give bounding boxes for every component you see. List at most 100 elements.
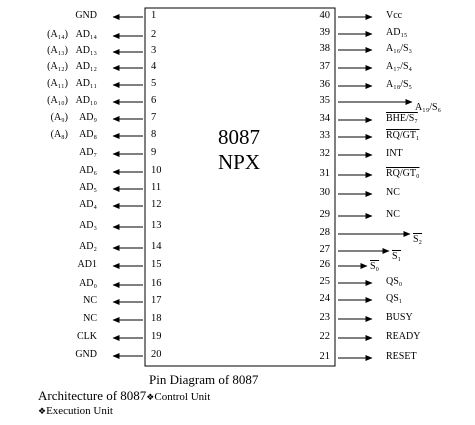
chip-body — [144, 7, 336, 367]
pin-label: AD₀ — [79, 278, 97, 289]
pin-number: 18 — [151, 313, 162, 324]
pin-label: AD₅ — [79, 182, 97, 193]
pin-alt-label: (A₈) — [50, 129, 68, 140]
bullet-icon: ❖ — [38, 406, 47, 416]
pin-number: 1 — [151, 10, 157, 21]
pin-number: 15 — [151, 259, 162, 270]
pin-label: A₁₉/S₆ — [415, 102, 442, 113]
pin-label: NC — [386, 187, 400, 198]
pin-label: NC — [83, 313, 97, 324]
pin-number: 29 — [319, 209, 331, 220]
pin-alt-label: (A₉) — [50, 112, 68, 123]
footer-line2: ❖Execution Unit — [38, 405, 113, 417]
pin-label: Vcc — [386, 10, 403, 21]
pin-label: NC — [83, 295, 97, 306]
pin-number: 20 — [151, 349, 162, 360]
pin-label: BUSY — [386, 312, 413, 323]
pin-number: 25 — [319, 276, 331, 287]
pin-label: AD₉ — [79, 112, 97, 123]
pin-label: AD₁₁ — [75, 78, 97, 89]
pin-number: 23 — [319, 312, 331, 323]
pin-number: 19 — [151, 331, 162, 342]
footer-line1: Architecture of 8087❖Control Unit — [38, 388, 210, 404]
pin-number: 38 — [319, 43, 331, 54]
pin-number: 4 — [151, 61, 157, 72]
pin-number: 17 — [151, 295, 162, 306]
pin-number: 31 — [319, 168, 331, 179]
pin-number: 5 — [151, 78, 157, 89]
pin-label: READY — [386, 331, 421, 342]
pin-label: RQ/GT₁ — [386, 130, 420, 141]
pin-label: AD₁₃ — [75, 45, 97, 56]
pin-number: 39 — [319, 27, 331, 38]
pin-number: 7 — [151, 112, 157, 123]
pin-number: 34 — [319, 113, 331, 124]
chip-name: 8087 — [218, 125, 260, 149]
pin-number: 40 — [319, 10, 331, 21]
pin-label: BHE/S₇ — [386, 113, 418, 124]
pin-number: 35 — [319, 95, 331, 106]
pin-label: AD₈ — [79, 129, 97, 140]
pin-label: S₀ — [370, 261, 380, 272]
pin-label: AD₁₅ — [386, 27, 408, 38]
control-unit-label: Control Unit — [154, 391, 211, 403]
pin-number: 11 — [151, 182, 162, 193]
pin-label: AD₇ — [79, 147, 97, 158]
pin-number: 28 — [319, 227, 331, 238]
pin-number: 22 — [319, 331, 331, 342]
pin-number: 3 — [151, 45, 157, 56]
pin-number: 21 — [319, 351, 331, 362]
chip-title: 8087 NPX — [189, 125, 289, 175]
pin-alt-label: (A₁₃) — [47, 45, 68, 56]
pin-label: QS₁ — [386, 293, 403, 304]
pin-number: 33 — [319, 130, 331, 141]
pin-label: A₁₆/S₃ — [386, 43, 413, 54]
pin-number: 36 — [319, 79, 331, 90]
diagram-caption: Pin Diagram of 8087 — [149, 372, 259, 387]
pin-number: 6 — [151, 95, 157, 106]
pin-label: A₁₈/S₅ — [386, 79, 413, 90]
pin-label: NC — [386, 209, 400, 220]
pin-label: RQ/GT₀ — [386, 168, 420, 179]
pin-label: AD₄ — [79, 199, 97, 210]
chip-type: NPX — [217, 150, 260, 175]
pin-label: AD₁₄ — [75, 29, 97, 40]
pin-label: GND — [75, 349, 97, 360]
pin-label: RESET — [386, 351, 417, 362]
pin-number: 14 — [151, 241, 162, 252]
pin-label: AD₁₂ — [75, 61, 97, 72]
pin-number: 10 — [151, 165, 162, 176]
pin-number: 16 — [151, 278, 162, 289]
pin-number: 12 — [151, 199, 162, 210]
pin-number: 30 — [319, 187, 331, 198]
pin-alt-label: (A₁₄) — [47, 29, 68, 40]
pin-alt-label: (A₁₀) — [47, 95, 68, 106]
execution-unit-label: Execution Unit — [46, 405, 113, 417]
pin-label: INT — [386, 148, 403, 159]
pin-label: S₁ — [392, 251, 402, 262]
pin-alt-label: (A₁₂) — [47, 61, 68, 72]
pin-number: 24 — [319, 293, 331, 304]
pin-label: S₂ — [413, 234, 423, 245]
architecture-title: Architecture of 8087 — [38, 388, 147, 403]
pin-label: GND — [75, 10, 97, 21]
pin-alt-label: (A₁₁) — [47, 78, 68, 89]
pin-label: AD1 — [77, 259, 97, 270]
pin-label: QS₀ — [386, 276, 403, 287]
pin-number: 37 — [319, 61, 331, 72]
pin-number: 8 — [151, 129, 157, 140]
pin-number: 2 — [151, 29, 157, 40]
pin-number: 13 — [151, 220, 162, 231]
pin-number: 26 — [319, 259, 331, 270]
pin-label: AD₃ — [79, 220, 97, 231]
pin-label: A₁₇/S₄ — [386, 61, 413, 72]
pin-label: AD₆ — [79, 165, 97, 176]
pin-number: 9 — [151, 147, 157, 158]
pin-label: AD₁₀ — [75, 95, 97, 106]
pin-number: 27 — [319, 244, 331, 255]
pin-label: AD₂ — [79, 241, 97, 252]
pin-number: 32 — [319, 148, 331, 159]
pin-label: CLK — [77, 331, 97, 342]
